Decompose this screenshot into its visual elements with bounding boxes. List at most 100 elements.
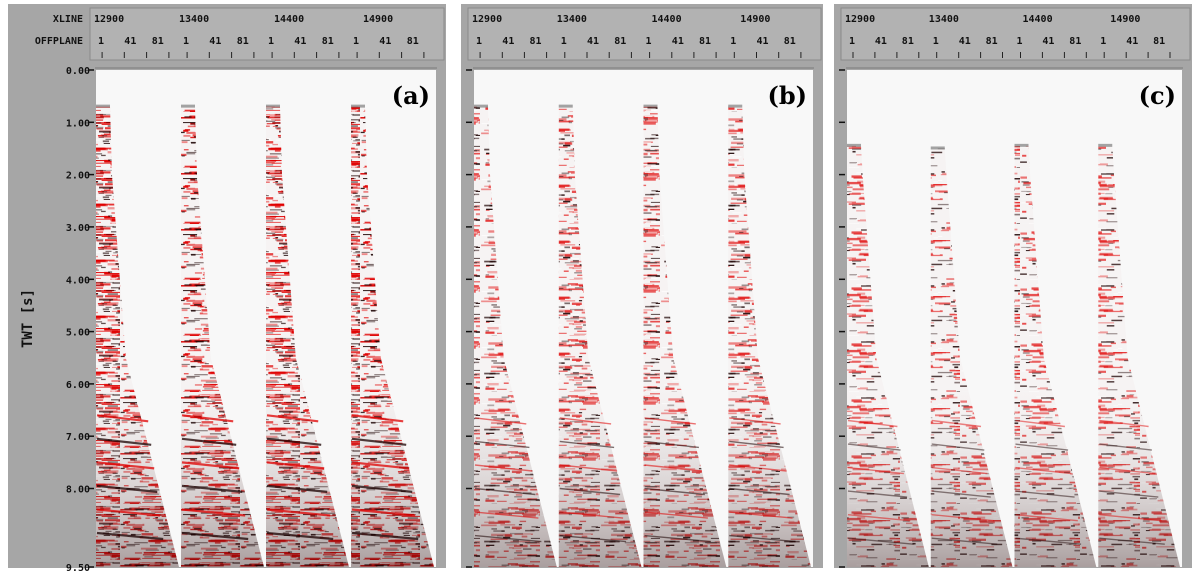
gather-event-line (559, 511, 624, 519)
xline-tick-label: 14900 (740, 14, 770, 25)
gather-event-line (474, 417, 527, 425)
gather-xline-14900 (1098, 143, 1180, 567)
offplane-tick-label: 81 (407, 36, 419, 47)
gather-event-line (644, 511, 708, 519)
gather-event-line (1015, 490, 1075, 498)
gather-event-line (644, 487, 705, 496)
offplane-tick-label: 81 (152, 36, 164, 47)
gather-top-cap (181, 104, 195, 108)
gather-depth-shade (1098, 145, 1180, 567)
y-tick-label: 8.00 (66, 485, 90, 496)
offplane-tick-label: 81 (986, 36, 998, 47)
xline-tick-label: 14400 (652, 14, 682, 25)
gather-top-cap (930, 146, 945, 150)
gather-event-line (474, 440, 530, 449)
offplane-tick-label: 1 (353, 36, 359, 47)
y-tick-label: 2.00 (66, 171, 90, 182)
offplane-tick-label: 41 (672, 36, 684, 47)
gather-event-line (266, 484, 328, 493)
gather-depth-shade (351, 106, 434, 567)
y-axis-strip (44, 66, 94, 566)
gather-depth-shade (930, 148, 1013, 567)
gather-event-line (1099, 443, 1152, 451)
gather-top-cap (847, 143, 861, 147)
gather-event-line (729, 487, 790, 496)
xline-tick-label: 14400 (1023, 14, 1053, 25)
gather-event-line (181, 461, 240, 470)
offplane-tick-label: 41 (124, 36, 136, 47)
header-field (467, 7, 822, 61)
gather-depth-shade (96, 106, 179, 567)
gather-depth-shade (847, 145, 929, 567)
offplane-tick-label: 81 (614, 36, 626, 47)
gather-event-line (181, 437, 237, 446)
gather-event-line (351, 484, 413, 493)
gather-top-cap (266, 104, 280, 108)
gather-event-line (266, 414, 319, 423)
offplane-tick-label: 41 (1126, 36, 1138, 47)
gather-event-line (847, 490, 908, 498)
gather-event-line (474, 534, 542, 543)
gather-event-line (96, 461, 155, 470)
gather-event-line (559, 464, 618, 472)
offplane-tick-label: 1 (98, 36, 104, 47)
gather-top-cap (351, 104, 365, 108)
offplane-tick-label: 1 (849, 36, 855, 47)
gather-event-line (644, 440, 699, 449)
gather-event-line (474, 464, 533, 472)
gather-xline-12900 (96, 104, 179, 567)
offplane-tick-label: 1 (933, 36, 939, 47)
header-field (840, 7, 1191, 61)
y-tick-label: 7.00 (66, 432, 90, 443)
offplane-tick-label: 41 (294, 36, 306, 47)
panel-label: (c) (1139, 81, 1176, 110)
gather-event-line (351, 414, 404, 423)
offplane-tick-label: 81 (902, 36, 914, 47)
gather-event-line (729, 464, 787, 472)
offplane-tick-label: 1 (1100, 36, 1106, 47)
gather-xline-13400 (181, 104, 264, 567)
xline-tick-label: 12900 (845, 14, 875, 25)
gather-event-line (847, 443, 901, 451)
y-tick-label: 6.00 (66, 380, 90, 391)
offplane-tick-label: 1 (561, 36, 567, 47)
xline-tick-label: 13400 (929, 14, 959, 25)
gather-event-line (559, 534, 627, 543)
gather-event-line (96, 414, 149, 423)
gather-event-line (351, 461, 410, 470)
gather-event-line (847, 537, 914, 545)
gather-depth-shade (474, 106, 557, 567)
gather-event-line (1099, 514, 1162, 522)
offplane-tick-label: 41 (587, 36, 599, 47)
gather-event-line (96, 484, 158, 493)
gather-event-line (931, 537, 998, 545)
offplane-header-label: OFFPLANE (35, 36, 83, 47)
gather-event-line (847, 419, 898, 428)
gather-xline-14900 (351, 104, 434, 567)
gather-event-line (181, 531, 249, 541)
gather-event-line (1015, 514, 1078, 522)
offplane-tick-label: 1 (476, 36, 482, 47)
gather-event-line (644, 417, 696, 425)
gather-xline-14900 (728, 104, 811, 567)
gather-event-line (266, 461, 325, 470)
offplane-tick-label: 1 (646, 36, 652, 47)
gather-event-line (266, 531, 334, 541)
gather-depth-shade (266, 106, 349, 567)
gather-event-line (1099, 490, 1159, 498)
gather-event-line (474, 487, 536, 496)
gather-event-line (644, 464, 702, 472)
gather-top-cap (1014, 143, 1029, 147)
offplane-tick-label: 41 (209, 36, 221, 47)
gather-depth-shade (1014, 145, 1097, 567)
gather-xline-14400 (1014, 143, 1097, 567)
gather-event-line (847, 466, 904, 475)
gather-xline-13400 (930, 146, 1013, 567)
gather-event-line (266, 508, 331, 517)
gather-event-line (1015, 466, 1072, 475)
gather-event-line (931, 443, 985, 451)
gather-event-line (729, 511, 793, 519)
